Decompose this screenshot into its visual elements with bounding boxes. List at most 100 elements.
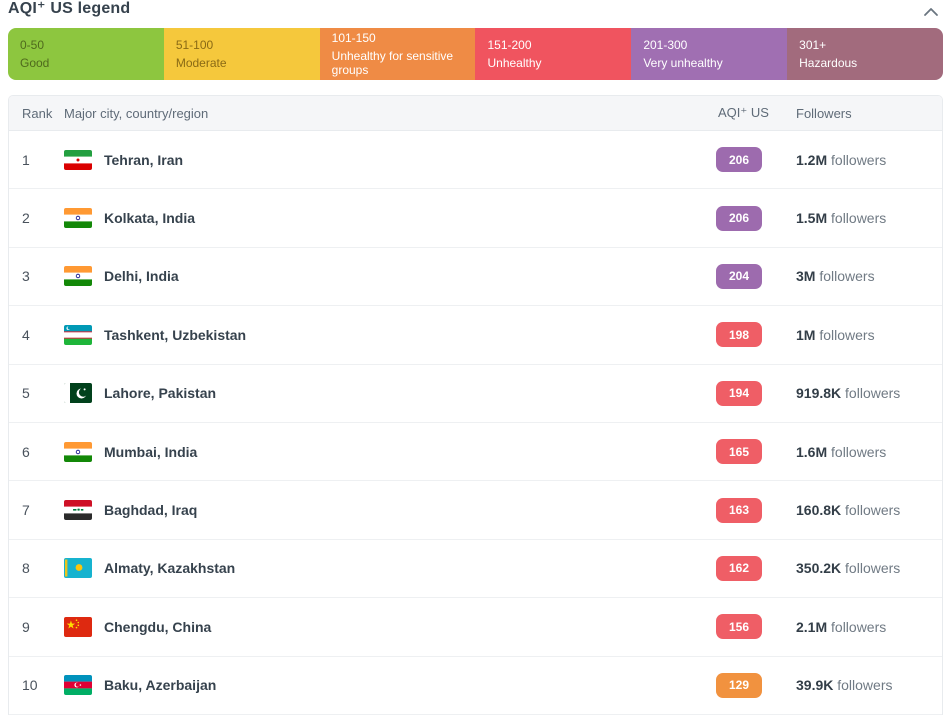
rank-cell: 2: [22, 210, 30, 227]
rank-cell: 1: [22, 151, 30, 168]
city-name: Lahore, Pakistan: [104, 385, 217, 402]
city-name: Chengdu, China: [104, 618, 212, 635]
followers-suffix: followers: [841, 385, 901, 402]
city-name: Tehran, Iran: [104, 151, 184, 168]
table-row[interactable]: 9 ★ Chengdu, China 156 2.1M followers: [9, 598, 942, 657]
followers-cell: 39.9K followers: [784, 677, 942, 693]
followers-count: 350.2K: [796, 560, 842, 577]
aqi-badge: 204: [716, 263, 762, 289]
aqi-cell: 129: [706, 672, 784, 698]
followers-cell: 1.6M followers: [784, 444, 942, 460]
flag-kazakhstan-icon: [64, 558, 92, 579]
city-cell: Lahore, Pakistan: [64, 383, 706, 404]
aqi-cell: 156: [706, 614, 784, 640]
city-name: Almaty, Kazakhstan: [104, 560, 236, 577]
column-header-aqi: AQI⁺ US: [718, 105, 769, 120]
city-name: Tashkent, Uzbekistan: [104, 326, 247, 343]
followers-suffix: followers: [815, 268, 875, 285]
table-row[interactable]: 1 Tehran, Iran 206 1.2M followers: [9, 131, 942, 190]
table-row[interactable]: 4 Tashkent, Uzbekistan 198 1M followers: [9, 306, 942, 365]
followers-cell: 2.1M followers: [784, 619, 942, 635]
aqi-legend-bar: 0-50 Good 51-100 Moderate 101-150 Unheal…: [8, 28, 943, 80]
aqi-cell: 165: [706, 439, 784, 465]
table-row[interactable]: 5 Lahore, Pakistan 194 919.8K followers: [9, 364, 942, 423]
followers-cell: 919.8K followers: [784, 385, 942, 401]
followers-suffix: followers: [827, 618, 887, 635]
legend-segment-range: 151-200: [487, 38, 532, 52]
flag-iraq-icon: [64, 500, 92, 521]
legend-segment-range: 51-100: [175, 38, 214, 52]
rank-cell: 5: [22, 385, 30, 402]
legend-segment: 0-50 Good: [8, 28, 164, 80]
legend-segment: 151-200 Unhealthy: [475, 28, 632, 80]
legend-segment-range: 101-150: [331, 31, 376, 45]
flag-india-icon: [64, 266, 92, 287]
table-row[interactable]: 7 Baghdad, Iraq 163 160.8K followers: [9, 481, 942, 540]
column-header-rank: Rank: [22, 105, 53, 121]
followers-suffix: followers: [841, 502, 901, 519]
table-row[interactable]: 2 Kolkata, India 206 1.5M followers: [9, 189, 942, 248]
aqi-cell: 162: [706, 555, 784, 581]
followers-count: 2.1M: [796, 618, 828, 635]
aqi-badge: 165: [716, 439, 762, 465]
table-header-row: Rank Major city, country/region AQI⁺ US …: [9, 96, 942, 131]
flag-azerbaijan-icon: [64, 675, 92, 696]
aqi-badge: 206: [716, 147, 762, 173]
city-cell: Mumbai, India: [64, 441, 706, 462]
city-cell: ★ Chengdu, China: [64, 616, 706, 637]
followers-count: 1.6M: [796, 443, 828, 460]
followers-count: 39.9K: [796, 677, 834, 694]
legend-collapse-button[interactable]: [921, 4, 941, 23]
followers-suffix: followers: [833, 677, 893, 694]
city-name: Kolkata, India: [104, 210, 196, 227]
followers-suffix: followers: [827, 151, 887, 168]
aqi-cell: 194: [706, 380, 784, 406]
followers-count: 160.8K: [796, 502, 842, 519]
table-row[interactable]: 6 Mumbai, India 165 1.6M followers: [9, 422, 942, 482]
chevron-up-icon: [923, 6, 939, 21]
column-header-city: Major city, country/region: [64, 105, 209, 121]
followers-count: 3M: [796, 268, 816, 285]
city-cell: Baghdad, Iraq: [64, 500, 706, 521]
flag-iran-icon: [64, 149, 92, 170]
legend-segment-range: 0-50: [20, 38, 45, 52]
rank-cell: 4: [22, 326, 30, 343]
legend-segment-label: Moderate: [175, 56, 227, 70]
legend-segment-range: 301+: [799, 38, 827, 52]
rank-cell: 3: [22, 268, 30, 285]
city-cell: Baku, Azerbaijan: [64, 675, 706, 696]
aqi-badge: 163: [716, 497, 762, 523]
aqi-badge: 156: [716, 614, 762, 640]
followers-suffix: followers: [841, 560, 901, 577]
aqi-badge: 194: [716, 380, 762, 406]
legend-segment: 201-300 Very unhealthy: [631, 28, 788, 80]
followers-count: 919.8K: [796, 385, 842, 402]
city-name: Baghdad, Iraq: [104, 502, 198, 519]
table-body: 1 Tehran, Iran 206 1.2M followers 2 Kolk…: [9, 131, 942, 715]
table-row[interactable]: 10 Baku, Azerbaijan 129 39.9K followers: [9, 656, 942, 715]
legend-header: AQI⁺ US legend: [8, 0, 943, 28]
legend-segment-label: Very unhealthy: [643, 56, 723, 70]
table-row[interactable]: 3 Delhi, India 204 3M followers: [9, 247, 942, 307]
city-cell: Kolkata, India: [64, 208, 706, 229]
followers-suffix: followers: [815, 326, 875, 343]
legend-segment: 51-100 Moderate: [163, 28, 320, 80]
city-cell: Tehran, Iran: [64, 149, 706, 170]
city-name: Mumbai, India: [104, 443, 198, 460]
city-name: Baku, Azerbaijan: [104, 677, 217, 694]
city-name: Delhi, India: [104, 268, 179, 285]
rank-cell: 9: [22, 618, 30, 635]
rank-cell: 6: [22, 443, 30, 460]
rank-cell: 10: [22, 677, 38, 694]
legend-segment-label: Good: [20, 56, 50, 70]
flag-china-icon: ★: [64, 616, 92, 637]
flag-india-icon: [64, 208, 92, 229]
followers-cell: 3M followers: [784, 268, 942, 284]
followers-count: 1.5M: [796, 210, 828, 227]
legend-segment: 301+ Hazardous: [787, 28, 943, 80]
followers-count: 1M: [796, 326, 816, 343]
aqi-cell: 204: [706, 263, 784, 289]
flag-uzbekistan-icon: [64, 324, 92, 345]
followers-suffix: followers: [827, 210, 887, 227]
table-row[interactable]: 8 Almaty, Kazakhstan 162 350.2K follower…: [9, 539, 942, 599]
